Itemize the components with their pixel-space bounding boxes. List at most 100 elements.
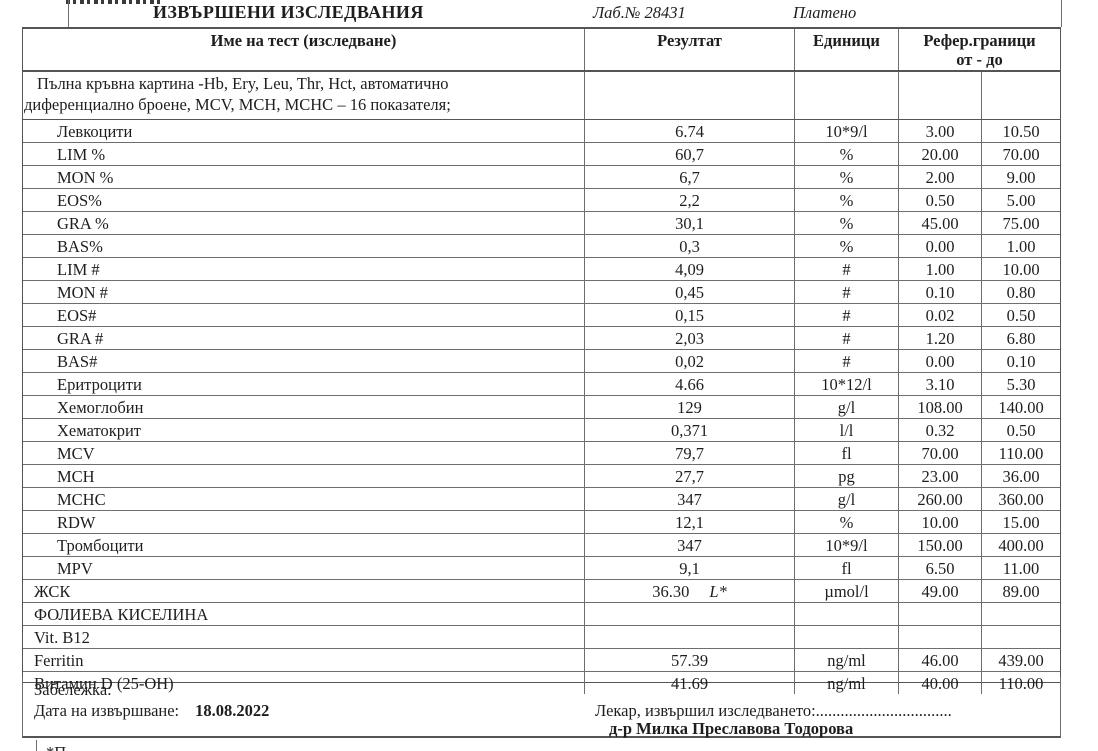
- ref-to-value: 360.00: [981, 488, 1060, 510]
- ref-to-value: 1.00: [981, 235, 1060, 257]
- table-row: MCV 79,7 fl 70.00 110.00: [23, 442, 1060, 465]
- units-value: %: [794, 189, 898, 211]
- result-value: 12,1: [584, 511, 794, 533]
- result-number: 0,02: [675, 352, 704, 371]
- result-number: 79,7: [675, 444, 704, 463]
- table-row: RDW 12,1% 10.00 15.00: [23, 511, 1060, 534]
- ref-to-value: 5.30: [981, 373, 1060, 395]
- result-value: 60,7: [584, 143, 794, 165]
- units-value: 10*9/l: [794, 534, 898, 556]
- ref-to-value: 110.00: [981, 672, 1060, 694]
- date-value: 18.08.2022: [195, 701, 270, 720]
- result-value: 6,7: [584, 166, 794, 188]
- result-number: 0,371: [670, 421, 709, 440]
- ref-from-value: 0.02: [898, 304, 981, 326]
- paid-status: Платено: [793, 3, 857, 22]
- lab-number: Лаб.№ 28431: [593, 3, 686, 22]
- table-row: LIM % 60,7% 20.00 70.00: [23, 143, 1060, 166]
- table-row: EOS# 0,15 #0.02 0.50: [23, 304, 1060, 327]
- result-value: 41.69: [584, 672, 794, 694]
- test-name: ФОЛИЕВА КИСЕЛИНА: [34, 605, 209, 624]
- ref-to-value: [981, 603, 1060, 625]
- ref-to-value: 89.00: [981, 580, 1060, 602]
- ref-to-value: 0.10: [981, 350, 1060, 372]
- result-value: 0,3: [584, 235, 794, 257]
- ref-from-value: 2.00: [898, 166, 981, 188]
- units-value: %: [794, 235, 898, 257]
- ref-from-value: 0.00: [898, 235, 981, 257]
- units-value: fl: [794, 442, 898, 464]
- report-footer: Забележка: Дата на извършване: 18.08.2022…: [22, 677, 1061, 738]
- units-value: l/l: [794, 419, 898, 441]
- empty-cell: [981, 72, 1060, 119]
- test-name: Vit. B12: [34, 628, 90, 647]
- result-value: 4.66: [584, 373, 794, 395]
- table-row: Хематокрит 0,371 l/l 0.32 0.50: [23, 419, 1060, 442]
- result-value: 4,09: [584, 258, 794, 280]
- table-row: EOS% 2,2% 0.50 5.00: [23, 189, 1060, 212]
- section-title-line1: Пълна кръвна картина -Hb, Ery, Leu, Thr,…: [37, 74, 449, 93]
- ref-from-value: 6.50: [898, 557, 981, 579]
- ref-from-value: 20.00: [898, 143, 981, 165]
- table-row: MON % 6,7% 2.00 9.00: [23, 166, 1060, 189]
- result-value: 30,1: [584, 212, 794, 234]
- test-name: Хематокрит: [57, 421, 142, 440]
- units-value: 10*9/l: [794, 120, 898, 142]
- units-value: µmol/l: [794, 580, 898, 602]
- units-value: #: [794, 327, 898, 349]
- table-header-row: Име на тест (изследване) Резултат Единиц…: [23, 29, 1060, 72]
- column-header-units: Единици: [794, 29, 898, 70]
- section-title-row: Пълна кръвна картина -Hb, Ery, Leu, Thr,…: [23, 72, 1060, 120]
- ref-to-value: 36.00: [981, 465, 1060, 487]
- result-value: 2,03: [584, 327, 794, 349]
- table-row: MCHC 347 g/l 260.00 360.00: [23, 488, 1060, 511]
- table-row: MCH 27,7 pg 23.00 36.00: [23, 465, 1060, 488]
- result-value: 0,15: [584, 304, 794, 326]
- empty-cell: [584, 72, 794, 119]
- test-name: EOS#: [57, 306, 97, 325]
- test-name: MON %: [57, 168, 114, 187]
- units-value: g/l: [794, 396, 898, 418]
- ref-to-value: 110.00: [981, 442, 1060, 464]
- empty-cell: [794, 72, 898, 119]
- result-number: 2,03: [675, 329, 704, 348]
- ref-to-value: 140.00: [981, 396, 1060, 418]
- report-header: ИЗВЪРШЕНИ ИЗСЛЕДВАНИЯ Лаб.№ 28431 Платен…: [68, 0, 1062, 27]
- section-title-line2: диференциално броене, MCV, MCH, MCHC – 1…: [24, 95, 451, 114]
- test-name: LIM %: [57, 145, 106, 164]
- table-row: Витамин D (25-OH) 41.69 ng/ml 40.00 110.00: [23, 672, 1060, 694]
- result-number: 12,1: [675, 513, 704, 532]
- result-value: 27,7: [584, 465, 794, 487]
- ref-range-sublabel: от - до: [956, 50, 1003, 69]
- ref-to-value: 400.00: [981, 534, 1060, 556]
- table-row: Тромбоцити 347 10*9/l 150.00 400.00: [23, 534, 1060, 557]
- date-line: Дата на извършване: 18.08.2022: [34, 701, 269, 721]
- result-value: [584, 603, 794, 625]
- empty-cell: [898, 72, 981, 119]
- ref-to-value: 10.00: [981, 258, 1060, 280]
- result-number: 41.69: [670, 674, 709, 693]
- units-value: %: [794, 143, 898, 165]
- ref-from-value: 0.00: [898, 350, 981, 372]
- table-row: MON # 0,45 #0.10 0.80: [23, 281, 1060, 304]
- table-row: GRA % 30,1% 45.00 75.00: [23, 212, 1060, 235]
- ref-from-value: 23.00: [898, 465, 981, 487]
- ref-to-value: 15.00: [981, 511, 1060, 533]
- result-number: 60,7: [675, 145, 704, 164]
- result-number: 6.74: [675, 122, 704, 141]
- table-row: MPV 9,1 fl 6.50 11.00: [23, 557, 1060, 580]
- note-label: Забележка:: [34, 680, 112, 699]
- units-value: g/l: [794, 488, 898, 510]
- ref-from-value: 45.00: [898, 212, 981, 234]
- results-rows: Левкоцити 6.74 10*9/l 3.00 10.50 LIM % 60,7% 20…: [23, 120, 1060, 694]
- ref-from-value: 0.50: [898, 189, 981, 211]
- test-name: BAS%: [57, 237, 103, 256]
- units-value: #: [794, 350, 898, 372]
- table-row: Еритроцити 4.66 10*12/l 3.10 5.30: [23, 373, 1060, 396]
- ref-to-value: 6.80: [981, 327, 1060, 349]
- cutoff-bottom-row: *П: [36, 740, 1063, 751]
- units-value: [794, 626, 898, 648]
- ref-to-value: 0.50: [981, 419, 1060, 441]
- test-name: Хемоглобин: [57, 398, 144, 417]
